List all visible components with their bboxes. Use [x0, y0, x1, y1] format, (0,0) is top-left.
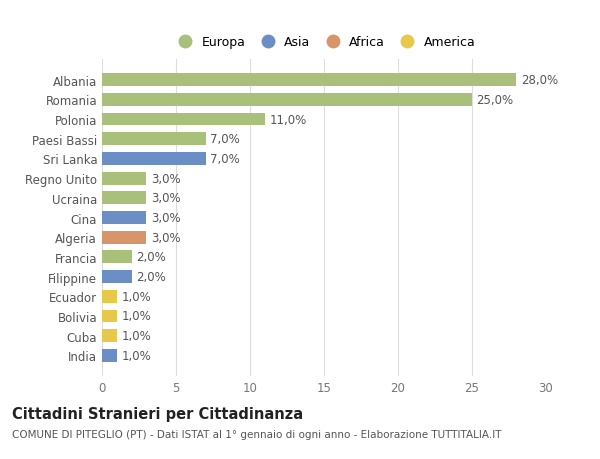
Bar	[102, 212, 146, 224]
Text: 25,0%: 25,0%	[476, 94, 514, 106]
Text: 3,0%: 3,0%	[151, 231, 181, 244]
Bar	[102, 349, 117, 362]
Text: 3,0%: 3,0%	[151, 192, 181, 205]
Bar	[102, 113, 265, 126]
Text: 2,0%: 2,0%	[136, 270, 166, 284]
Text: 7,0%: 7,0%	[210, 152, 240, 166]
Text: COMUNE DI PITEGLIO (PT) - Dati ISTAT al 1° gennaio di ogni anno - Elaborazione T: COMUNE DI PITEGLIO (PT) - Dati ISTAT al …	[12, 429, 502, 439]
Text: 3,0%: 3,0%	[151, 212, 181, 224]
Text: 11,0%: 11,0%	[269, 113, 307, 126]
Bar	[102, 251, 131, 264]
Text: 1,0%: 1,0%	[121, 310, 151, 323]
Text: 1,0%: 1,0%	[121, 290, 151, 303]
Bar	[102, 133, 206, 146]
Bar	[102, 94, 472, 106]
Text: 28,0%: 28,0%	[521, 74, 558, 87]
Bar	[102, 192, 146, 205]
Bar	[102, 330, 117, 342]
Bar	[102, 290, 117, 303]
Text: 7,0%: 7,0%	[210, 133, 240, 146]
Text: 1,0%: 1,0%	[121, 349, 151, 362]
Bar	[102, 153, 206, 165]
Bar	[102, 74, 517, 87]
Text: 2,0%: 2,0%	[136, 251, 166, 264]
Bar	[102, 172, 146, 185]
Text: 1,0%: 1,0%	[121, 330, 151, 342]
Bar	[102, 231, 146, 244]
Text: 3,0%: 3,0%	[151, 172, 181, 185]
Bar	[102, 310, 117, 323]
Text: Cittadini Stranieri per Cittadinanza: Cittadini Stranieri per Cittadinanza	[12, 406, 303, 421]
Bar	[102, 271, 131, 283]
Legend: Europa, Asia, Africa, America: Europa, Asia, Africa, America	[167, 31, 481, 54]
